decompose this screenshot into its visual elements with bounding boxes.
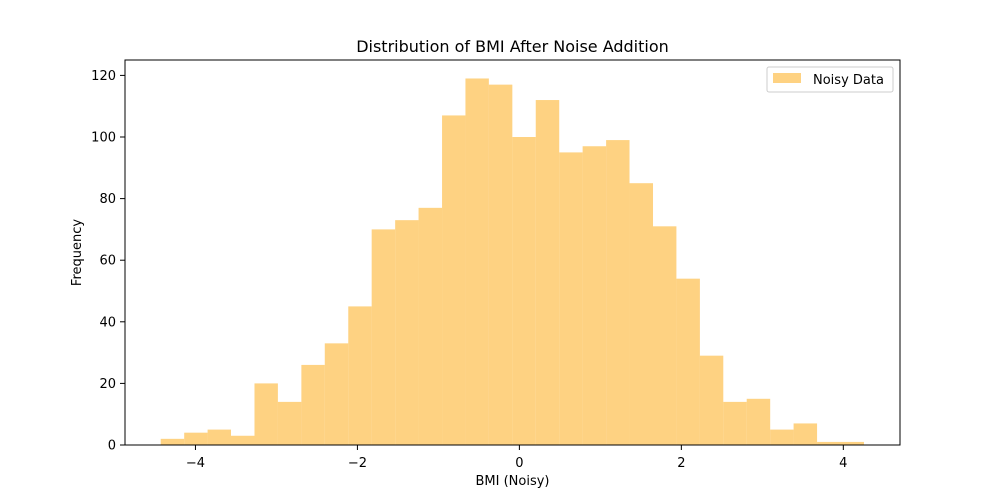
histogram-bar [231, 435, 255, 445]
histogram-bar [512, 137, 536, 445]
histogram-bar [699, 355, 724, 445]
y-tick-label: 20 [99, 377, 116, 392]
y-axis-label: Frequency [70, 219, 85, 286]
y-axis-ticks: 0 20 40 60 80 100 120 [91, 69, 125, 454]
y-tick-label: 80 [99, 192, 116, 207]
histogram-bar [371, 229, 396, 445]
histogram-bar [207, 429, 232, 445]
histogram-bar [770, 429, 794, 445]
x-tick-label: −4 [186, 456, 205, 471]
histogram-bar [793, 423, 818, 445]
y-tick-label: 100 [91, 131, 116, 146]
histogram-bar [723, 401, 747, 445]
y-tick-label: 60 [99, 254, 116, 269]
histogram-bars [160, 78, 864, 446]
x-axis-ticks: −4 −2 0 2 4 [186, 445, 847, 471]
histogram-bar [301, 364, 325, 445]
histogram-bar [653, 226, 677, 445]
x-axis-label: BMI (Noisy) [475, 474, 549, 489]
histogram-bar [418, 207, 443, 445]
histogram-bar [676, 278, 700, 445]
plot-frame [124, 59, 901, 446]
histogram-bar [559, 152, 583, 445]
chart-title: Distribution of BMI After Noise Addition [356, 37, 669, 56]
histogram-bar [629, 183, 654, 445]
histogram-bar [324, 343, 349, 445]
x-tick-label: 4 [839, 456, 847, 471]
histogram-bar [160, 438, 185, 445]
x-tick-label: −2 [348, 456, 367, 471]
histogram-bar [395, 220, 419, 445]
histogram-bar [254, 383, 278, 445]
histogram-bar [606, 140, 630, 445]
histogram-bar [746, 398, 771, 445]
legend-swatch [773, 73, 801, 83]
legend: Noisy Data [766, 66, 894, 93]
histogram-bar [817, 441, 841, 445]
y-tick-label: 120 [91, 69, 116, 84]
y-tick-label: 40 [99, 315, 116, 330]
histogram-bar [465, 78, 489, 445]
y-tick-label: 0 [108, 439, 116, 454]
histogram-bar [277, 401, 302, 445]
legend-label: Noisy Data [813, 73, 884, 88]
histogram-bar [582, 146, 607, 446]
histogram-bar [840, 441, 864, 445]
histogram-bar [348, 306, 372, 445]
histogram-bar [442, 115, 466, 445]
x-tick-label: 2 [677, 456, 685, 471]
histogram-bar [184, 432, 208, 445]
histogram-bar [535, 100, 560, 445]
histogram-bar [488, 84, 513, 445]
x-tick-label: 0 [515, 456, 523, 471]
